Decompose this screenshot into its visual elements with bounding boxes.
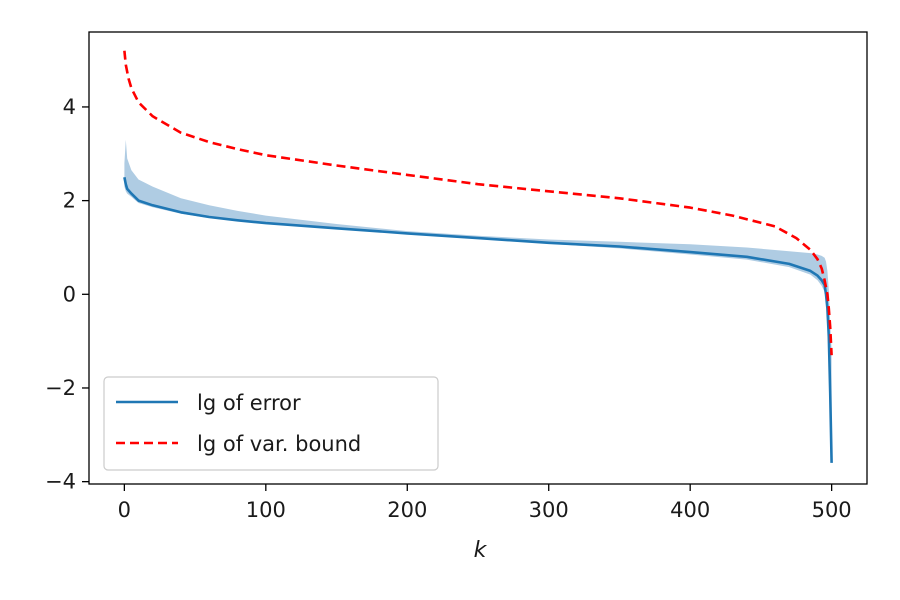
legend-item-lg-of-error: lg of error bbox=[116, 391, 301, 415]
y-tick-label: −2 bbox=[45, 376, 76, 400]
y-tick-label: 0 bbox=[63, 282, 76, 306]
legend-item-lg-of-var-bound: lg of var. bound bbox=[116, 432, 361, 456]
x-tick-label: 500 bbox=[812, 498, 852, 522]
x-tick-label: 200 bbox=[387, 498, 427, 522]
y-tick-label: 2 bbox=[63, 189, 76, 213]
plot-area bbox=[123, 50, 833, 463]
error-band-area bbox=[124, 139, 832, 463]
y-tick-label: −4 bbox=[45, 470, 76, 494]
x-tick-label: 400 bbox=[670, 498, 710, 522]
legend-box bbox=[103, 376, 439, 471]
axes-frame bbox=[88, 31, 868, 485]
axes: 0 100 200 300 400 500 −4 −2 0 2 4 k bbox=[45, 31, 868, 563]
legend-label: lg of error bbox=[197, 391, 301, 415]
y-tick-label: 4 bbox=[63, 95, 76, 119]
x-tick-label: 100 bbox=[246, 498, 286, 522]
plot-content bbox=[123, 50, 833, 463]
legend: lg of error lg of var. bound bbox=[103, 376, 439, 471]
x-tick-label: 300 bbox=[529, 498, 569, 522]
series-line-lg-of-error bbox=[123, 176, 833, 463]
x-tick-label: 0 bbox=[118, 498, 131, 522]
legend-label: lg of var. bound bbox=[197, 432, 361, 456]
x-axis-label: k bbox=[474, 538, 488, 563]
series-line-lg-of-var-bound bbox=[123, 50, 833, 356]
